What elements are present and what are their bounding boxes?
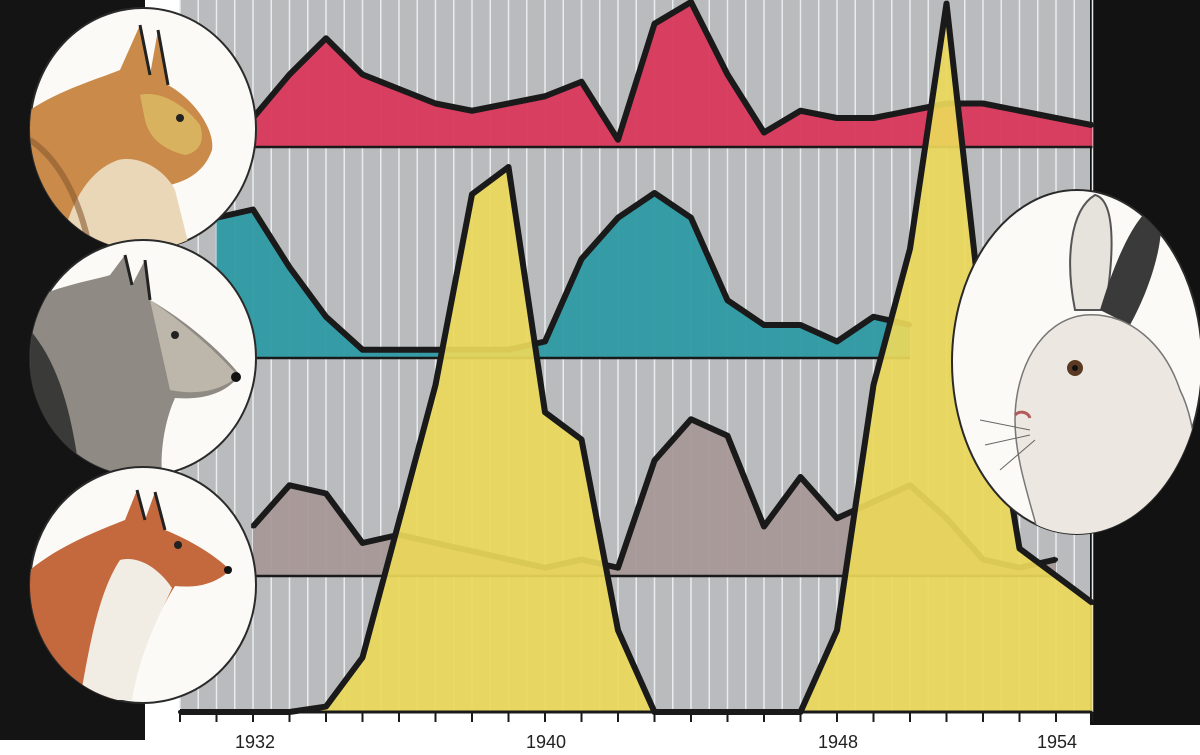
hare-point [1017,546,1022,551]
wolf-point [579,257,584,261]
hare-point [397,519,401,524]
lynx-point [981,101,985,106]
fox-point [689,417,693,422]
wolf-portrait-icon [29,239,257,477]
year-label-1954: 1954 [1037,732,1077,752]
hare-area [180,3,1093,712]
x-axis-ticks [179,712,1094,722]
wolf-point [287,265,292,270]
lynx-point [835,116,839,120]
year-label-1932: 1932 [235,732,275,752]
hare-line [180,0,1095,715]
lynx-point [798,108,803,113]
hare-portrait-icon [951,189,1200,535]
lynx-point [433,101,438,106]
lynx-point [579,79,584,84]
fox-point [251,524,255,529]
fox-point [287,483,292,488]
hare-point [1054,573,1058,578]
fox-point [835,516,839,521]
year-label-1940: 1940 [526,732,566,752]
lynx-point [470,108,474,113]
fox-portrait-icon [29,466,257,704]
wolf-point [616,215,620,220]
lynx-point [725,72,730,77]
lynx-point [1017,108,1022,113]
lynx-point [762,130,766,135]
lynx-point [287,72,292,77]
wolf-point [324,314,328,319]
wolf-point [835,339,839,344]
hare-point [506,165,511,169]
wolf-point [543,339,547,344]
wolf-point [652,191,657,195]
hare-point [543,410,547,415]
fox-point [324,491,328,496]
fox-point [798,475,803,479]
wolf-point [798,323,803,327]
fox-point [652,458,657,463]
wolf-point [397,347,401,352]
wolf-point [689,215,693,220]
lynx-point [324,36,328,41]
lynx-point [1054,116,1058,120]
hare-point [871,383,876,387]
lynx-portrait-icon [29,7,257,251]
wolf-point [360,347,365,352]
wolf-point [762,323,766,327]
lynx-point [871,116,876,120]
hare-point [616,628,620,633]
hare-point [433,383,438,387]
hare-point [908,246,912,251]
lynx-point [616,137,620,142]
lynx-point [360,72,365,77]
lynx-point [397,87,401,91]
fox-point [360,541,365,545]
wolf-point [251,207,255,212]
hare-point [324,704,328,709]
series-layer [178,0,1095,715]
fox-point [1054,557,1058,562]
hare-point [579,437,584,442]
lynx-point [506,101,511,106]
wolf-area [216,193,910,358]
lynx-point [689,0,693,4]
fox-point [762,524,766,529]
wolf-line [215,190,911,353]
hare-point [360,655,365,660]
hare-point [470,192,474,197]
fox-point [725,433,730,438]
wolf-point [433,347,438,352]
hare-point [1090,601,1095,605]
hare-point [835,628,839,633]
lynx-point [908,108,912,113]
wolf-point [725,298,730,303]
lynx-point [543,94,547,99]
year-label-1948: 1948 [818,732,858,752]
lynx-point [652,21,657,26]
hare-point [944,1,949,6]
fox-point [616,565,620,570]
wolf-point [871,314,876,319]
lynx-point [1090,123,1095,128]
